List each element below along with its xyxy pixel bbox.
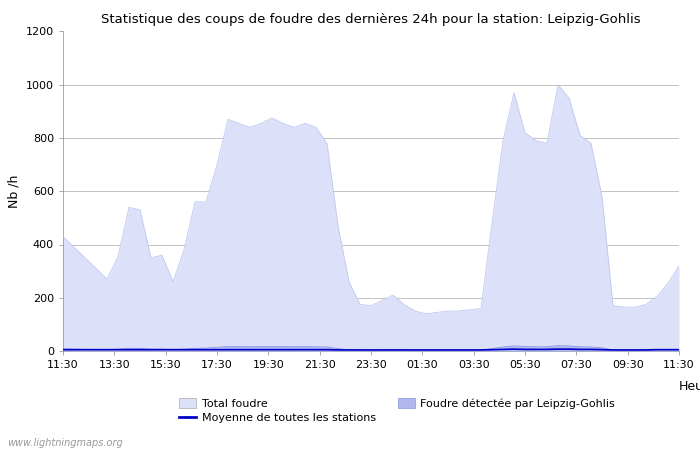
Text: www.lightningmaps.org: www.lightningmaps.org: [7, 438, 122, 448]
Text: Heure: Heure: [679, 380, 700, 393]
Y-axis label: Nb /h: Nb /h: [7, 175, 20, 208]
Legend: Total foudre, Moyenne de toutes les stations, Foudre détectée par Leipzig-Gohlis: Total foudre, Moyenne de toutes les stat…: [179, 398, 615, 423]
Title: Statistique des coups de foudre des dernières 24h pour la station: Leipzig-Gohli: Statistique des coups de foudre des dern…: [102, 13, 640, 26]
